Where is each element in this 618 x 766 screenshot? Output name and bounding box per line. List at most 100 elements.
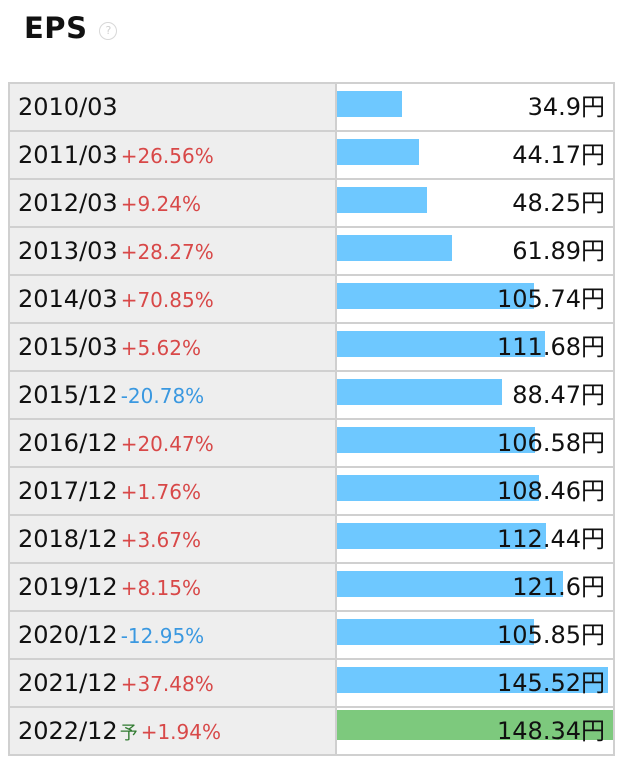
period-cell: 2015/12 -20.78% bbox=[10, 372, 337, 420]
change-label: +3.67% bbox=[120, 528, 201, 552]
bar-cell: 105.74円 bbox=[337, 276, 613, 324]
bar-cell: 88.47円 bbox=[337, 372, 613, 420]
period-label: 2015/03 bbox=[18, 333, 118, 361]
value-label: 48.25円 bbox=[512, 189, 605, 217]
value-label: 106.58円 bbox=[497, 429, 605, 457]
table-row: 2021/12 +37.48% 145.52円 bbox=[10, 660, 613, 708]
table-row: 2016/12 +20.47% 106.58円 bbox=[10, 420, 613, 468]
period-cell: 2022/12 予 +1.94% bbox=[10, 708, 337, 754]
period-label: 2010/03 bbox=[18, 93, 118, 121]
period-cell: 2010/03 bbox=[10, 84, 337, 132]
change-label: +5.62% bbox=[120, 336, 201, 360]
period-label: 2018/12 bbox=[18, 525, 118, 553]
change-label: -20.78% bbox=[120, 384, 205, 408]
period-cell: 2015/03 +5.62% bbox=[10, 324, 337, 372]
table-row: 2020/12 -12.95% 105.85円 bbox=[10, 612, 613, 660]
table-row: 2012/03 +9.24% 48.25円 bbox=[10, 180, 613, 228]
eps-bar bbox=[337, 235, 452, 261]
bar-cell: 44.17円 bbox=[337, 132, 613, 180]
change-label: +26.56% bbox=[120, 144, 214, 168]
value-label: 145.52円 bbox=[497, 669, 605, 697]
value-label: 61.89円 bbox=[512, 237, 605, 265]
eps-bar bbox=[337, 91, 402, 117]
eps-bar bbox=[337, 139, 419, 165]
change-label: +8.15% bbox=[120, 576, 201, 600]
period-label: 2016/12 bbox=[18, 429, 118, 457]
value-label: 34.9円 bbox=[527, 93, 605, 121]
change-label: -12.95% bbox=[120, 624, 205, 648]
period-cell: 2011/03 +26.56% bbox=[10, 132, 337, 180]
period-cell: 2017/12 +1.76% bbox=[10, 468, 337, 516]
value-label: 88.47円 bbox=[512, 381, 605, 409]
bar-cell: 111.68円 bbox=[337, 324, 613, 372]
period-label: 2020/12 bbox=[18, 621, 118, 649]
table-row: 2014/03 +70.85% 105.74円 bbox=[10, 276, 613, 324]
table-row: 2015/12 -20.78% 88.47円 bbox=[10, 372, 613, 420]
bar-cell: 148.34円 bbox=[337, 708, 613, 754]
bar-cell: 61.89円 bbox=[337, 228, 613, 276]
eps-bar bbox=[337, 427, 535, 453]
forecast-bar bbox=[337, 710, 613, 740]
eps-bar bbox=[337, 187, 427, 213]
value-label: 105.85円 bbox=[497, 621, 605, 649]
bar-cell: 145.52円 bbox=[337, 660, 613, 708]
table-row: 2018/12 +3.67% 112.44円 bbox=[10, 516, 613, 564]
period-label: 2014/03 bbox=[18, 285, 118, 313]
bar-cell: 105.85円 bbox=[337, 612, 613, 660]
period-cell: 2021/12 +37.48% bbox=[10, 660, 337, 708]
value-label: 148.34円 bbox=[497, 717, 605, 745]
period-label: 2019/12 bbox=[18, 573, 118, 601]
eps-bar bbox=[337, 379, 502, 405]
eps-bar bbox=[337, 523, 546, 549]
value-label: 121.6円 bbox=[512, 573, 605, 601]
change-label: +37.48% bbox=[120, 672, 214, 696]
bar-cell: 121.6円 bbox=[337, 564, 613, 612]
period-cell: 2013/03 +28.27% bbox=[10, 228, 337, 276]
period-label: 2012/03 bbox=[18, 189, 118, 217]
period-cell: 2014/03 +70.85% bbox=[10, 276, 337, 324]
table-row: 2022/12 予 +1.94% 148.34円 bbox=[10, 708, 613, 754]
table-row: 2015/03 +5.62% 111.68円 bbox=[10, 324, 613, 372]
period-cell: 2012/03 +9.24% bbox=[10, 180, 337, 228]
change-label: +20.47% bbox=[120, 432, 214, 456]
table-row: 2013/03 +28.27% 61.89円 bbox=[10, 228, 613, 276]
eps-bar bbox=[337, 283, 534, 309]
eps-bar bbox=[337, 475, 539, 501]
change-label: +1.76% bbox=[120, 480, 201, 504]
eps-table: 2010/03 34.9円 2011/03 +26.56% 44.17円 2012/03 +… bbox=[8, 82, 615, 756]
forecast-mark: 予 bbox=[119, 723, 138, 744]
value-label: 111.68円 bbox=[497, 333, 605, 361]
value-label: 112.44円 bbox=[497, 525, 605, 553]
period-label: 2015/12 bbox=[18, 381, 118, 409]
question-circle-icon[interactable]: ? bbox=[99, 22, 118, 40]
period-label: 2021/12 bbox=[18, 669, 118, 697]
period-cell: 2018/12 +3.67% bbox=[10, 516, 337, 564]
value-label: 108.46円 bbox=[497, 477, 605, 505]
page-title: EPS bbox=[24, 11, 88, 45]
period-cell: 2019/12 +8.15% bbox=[10, 564, 337, 612]
period-label: 2022/12 bbox=[18, 717, 118, 745]
bar-cell: 106.58円 bbox=[337, 420, 613, 468]
eps-bar bbox=[337, 571, 563, 597]
period-label: 2017/12 bbox=[18, 477, 118, 505]
period-cell: 2016/12 +20.47% bbox=[10, 420, 337, 468]
bar-cell: 108.46円 bbox=[337, 468, 613, 516]
period-label: 2011/03 bbox=[18, 141, 118, 169]
eps-bar bbox=[337, 619, 534, 645]
value-label: 105.74円 bbox=[497, 285, 605, 313]
eps-bar bbox=[337, 331, 545, 357]
header: EPS ? bbox=[24, 6, 118, 50]
change-label: +1.94% bbox=[140, 720, 221, 744]
change-label: +70.85% bbox=[120, 288, 214, 312]
bar-cell: 112.44円 bbox=[337, 516, 613, 564]
change-label: +28.27% bbox=[120, 240, 214, 264]
table-row: 2017/12 +1.76% 108.46円 bbox=[10, 468, 613, 516]
period-label: 2013/03 bbox=[18, 237, 118, 265]
change-label: +9.24% bbox=[120, 192, 201, 216]
bar-cell: 48.25円 bbox=[337, 180, 613, 228]
table-row: 2010/03 34.9円 bbox=[10, 84, 613, 132]
eps-bar bbox=[337, 667, 608, 693]
period-cell: 2020/12 -12.95% bbox=[10, 612, 337, 660]
value-label: 44.17円 bbox=[512, 141, 605, 169]
bar-cell: 34.9円 bbox=[337, 84, 613, 132]
